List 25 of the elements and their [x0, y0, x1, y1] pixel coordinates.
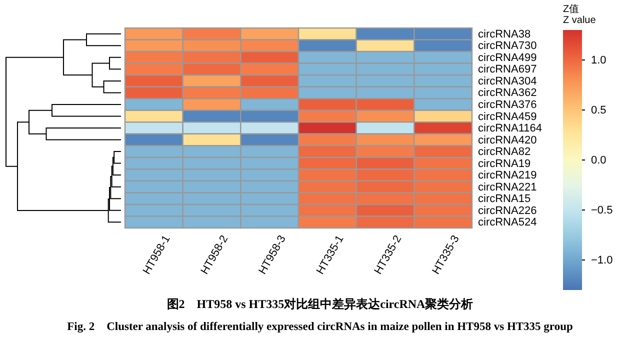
color-bar-label: 1.0 — [591, 54, 606, 67]
y-tick-label: circRNA730 — [478, 40, 537, 52]
color-bar-label: −1.0 — [591, 254, 613, 267]
color-bar-title: Z值 Z value — [563, 4, 596, 26]
y-tick-label: circRNA38 — [478, 28, 531, 40]
color-bar-label: −0.5 — [591, 204, 613, 217]
caption: Fig. 2 Cluster analysis of differentially expressed circRNAs in maize pollen in HT958 vs HT335 group — [67, 321, 573, 333]
color-bar-label: 0.5 — [591, 104, 606, 117]
y-tick-label: circRNA459 — [478, 110, 537, 123]
y-tick-label: circRNA1164 — [478, 122, 542, 135]
y-tick-label: circRNA362 — [478, 87, 537, 100]
y-tick-label: circRNA697 — [478, 64, 537, 76]
color-bar-label: 0.0 — [591, 154, 606, 167]
y-tick-label: circRNA524 — [478, 216, 537, 229]
y-tick-label: circRNA499 — [478, 52, 537, 64]
y-tick-label: circRNA82 — [478, 146, 531, 158]
y-tick-label: circRNA376 — [478, 98, 537, 111]
y-tick-label: circRNA219 — [478, 170, 537, 182]
y-tick-label: circRNA221 — [478, 181, 537, 194]
y-tick-label: circRNA15 — [478, 193, 531, 206]
y-tick-label: circRNA226 — [478, 204, 537, 217]
y-tick-label: circRNA19 — [478, 158, 531, 170]
caption: 图2 HT958 vs HT335对比组中差异表达circRNA聚类分析 — [166, 297, 474, 311]
y-tick-label: circRNA304 — [478, 75, 537, 88]
y-tick-label: circRNA420 — [478, 134, 537, 146]
